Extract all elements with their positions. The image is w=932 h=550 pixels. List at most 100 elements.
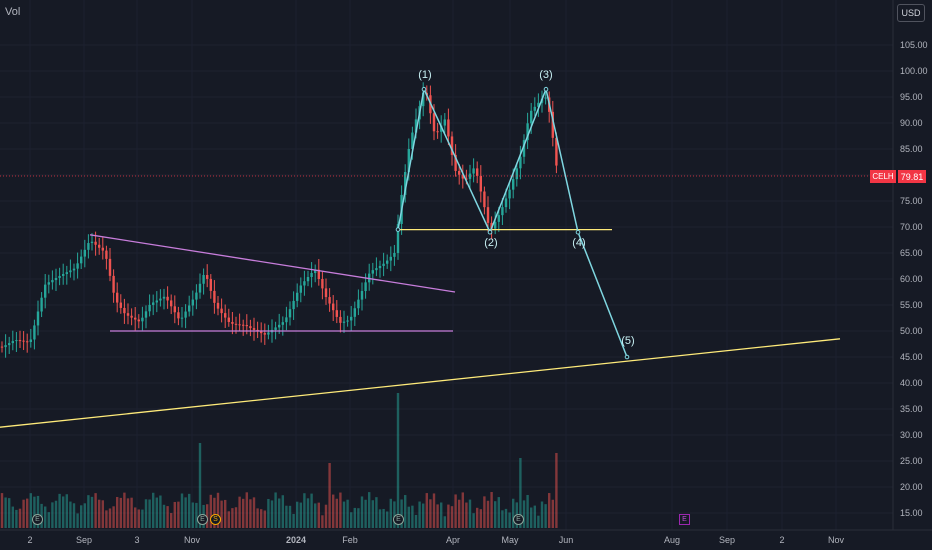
candle-body (134, 317, 137, 320)
volume-bar (144, 499, 148, 528)
candle-body (396, 224, 400, 253)
volume-bar (328, 463, 331, 528)
upcoming-earnings-icon[interactable]: E (679, 514, 690, 525)
candle-body (29, 339, 32, 343)
candle-body (90, 241, 94, 244)
candle-body (8, 343, 11, 346)
earnings-event-icon[interactable]: E (32, 514, 43, 525)
candle-body (130, 315, 133, 318)
candle-body (497, 215, 500, 222)
price-axis-tick: 45.00 (900, 352, 923, 362)
candle-body (152, 302, 155, 305)
wave-point (624, 354, 630, 360)
price-axis-tick: 90.00 (900, 118, 923, 128)
candle-body (76, 263, 79, 269)
candle-body (378, 265, 382, 269)
candle-body (206, 275, 209, 279)
split-event-icon[interactable]: S (210, 514, 221, 525)
currency-button[interactable]: USD (897, 4, 925, 22)
volume-bar (29, 493, 32, 528)
candle-body (375, 268, 378, 271)
volume-bar (551, 499, 554, 528)
candle-body (404, 172, 407, 195)
time-axis-tick: 3 (134, 535, 140, 545)
wave-label: (2) (484, 237, 498, 249)
candle-body (346, 320, 349, 322)
volume-bar (526, 494, 529, 528)
candle-body (285, 317, 288, 323)
candle-body (274, 327, 277, 330)
candle-body (530, 110, 533, 124)
candle-body (393, 252, 396, 257)
volume-bar (306, 498, 310, 528)
volume-bar (479, 509, 482, 528)
candle-body (468, 173, 472, 179)
price-axis-tick: 30.00 (900, 430, 923, 440)
candle-body (292, 300, 295, 310)
candle-body (119, 302, 122, 308)
candle-body (40, 297, 43, 312)
candle-body (296, 292, 299, 301)
volume-bar (51, 502, 54, 528)
candle-body (317, 269, 320, 280)
price-axis-tick: 65.00 (900, 248, 923, 258)
candle-body (519, 156, 522, 169)
volume-bar (166, 506, 169, 528)
candle-body (371, 270, 374, 274)
candle-body (278, 324, 281, 328)
time-axis-tick: 2 (27, 535, 33, 545)
candle-body (87, 243, 90, 250)
price-axis-tick: 85.00 (900, 144, 923, 154)
volume-bar (245, 492, 248, 528)
candle-body (526, 123, 529, 141)
candle-body (72, 268, 76, 271)
candle-body (440, 125, 443, 132)
candle-body (461, 174, 464, 179)
candle-body (69, 270, 72, 273)
volume-bar (314, 503, 317, 528)
volume-bar (288, 505, 292, 528)
candle-body (476, 168, 479, 176)
wave-label: (4) (572, 237, 586, 249)
candle-body (479, 175, 482, 192)
earnings-event-icon[interactable]: E (393, 514, 404, 525)
price-axis-tick: 15.00 (900, 508, 923, 518)
volume-bar (76, 513, 79, 528)
earnings-event-icon[interactable]: E (197, 514, 208, 525)
volume-bar (555, 453, 558, 528)
volume-indicator-label[interactable]: Vol (5, 6, 21, 18)
volume-bar (483, 496, 486, 528)
candle-body (188, 305, 191, 312)
volume-bar (184, 497, 187, 528)
volume-bar (83, 503, 86, 528)
price-axis-tick: 105.00 (900, 40, 928, 50)
volume-bar (94, 493, 97, 528)
candle-body (501, 207, 504, 216)
volume-bar (220, 500, 223, 528)
candle-body (245, 325, 248, 327)
earnings-event-icon[interactable]: E (513, 514, 524, 525)
volume-bar (472, 513, 475, 528)
candle-body (44, 284, 47, 298)
volume-bar (213, 497, 216, 528)
volume-bar (407, 506, 410, 528)
volume-bar (98, 499, 101, 528)
price-axis-tick: 55.00 (900, 300, 923, 310)
candle-body (321, 279, 324, 289)
volume-bar (141, 509, 144, 528)
candle-body (11, 341, 14, 344)
volume-bar (533, 505, 536, 528)
volume-bar (58, 493, 61, 528)
volume-bar (256, 508, 259, 528)
candle-body (213, 290, 216, 303)
volume-bar (296, 501, 299, 528)
price-axis-tick: 25.00 (900, 456, 923, 466)
candle-body (224, 313, 227, 318)
wave-point (575, 229, 581, 235)
candle-body (58, 275, 61, 278)
candle-body (407, 148, 410, 173)
candle-body (4, 345, 7, 348)
volume-bar (335, 498, 338, 528)
candle-body (162, 296, 166, 299)
